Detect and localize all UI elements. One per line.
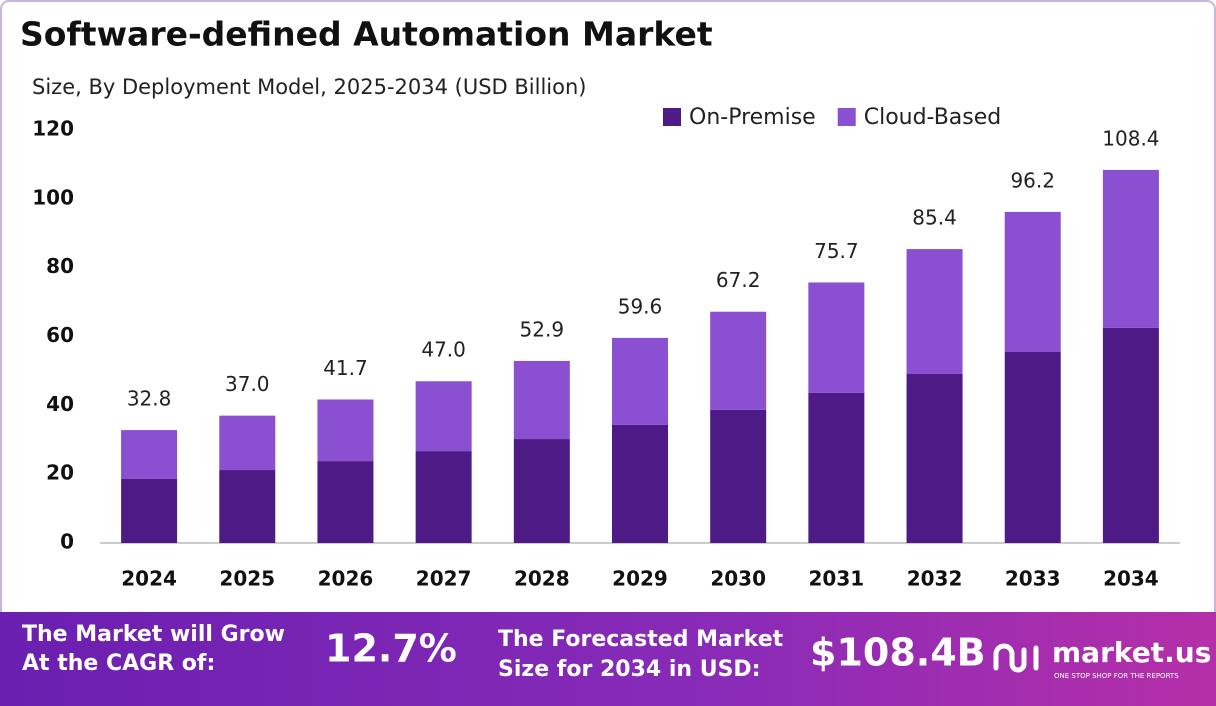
x-tick-label: 2034 — [1103, 567, 1159, 591]
x-tick-label: 2031 — [809, 567, 865, 591]
legend-swatch — [663, 108, 681, 126]
x-tick-label: 2033 — [1005, 567, 1061, 591]
bar-segment — [121, 478, 178, 543]
forecast-text: The Forecasted Market — [498, 627, 784, 652]
legend-swatch — [837, 108, 856, 126]
bar-segment — [808, 282, 865, 393]
total-label: 59.6 — [618, 294, 663, 318]
bar-segment — [710, 409, 767, 543]
bar-segment — [710, 311, 767, 410]
legend: On-Premise Cloud-Based — [663, 105, 1001, 130]
bar-segment — [612, 337, 668, 425]
bar-segment — [415, 451, 472, 543]
x-tick-label: 2028 — [514, 567, 570, 591]
x-tick-label: 2026 — [318, 567, 374, 591]
x-tick-label: 2024 — [121, 567, 177, 591]
y-tick-label: 80 — [46, 254, 74, 278]
bar-segment — [808, 392, 865, 543]
total-label: 37.0 — [225, 372, 270, 396]
total-label: 67.2 — [716, 268, 761, 292]
cagr-value: 12.7% — [325, 627, 457, 671]
cagr-text: The Market will Grow — [22, 622, 285, 647]
bar-segment — [513, 439, 570, 543]
y-tick-label: 120 — [32, 117, 74, 141]
y-tick-label: 100 — [32, 185, 74, 209]
cagr-text: At the CAGR of: — [22, 651, 215, 676]
x-tick-label: 2032 — [907, 567, 963, 591]
total-label: 108.4 — [1102, 126, 1159, 150]
x-tick-label: 2025 — [219, 567, 275, 591]
chart-title: Software-defined Automation Market — [20, 15, 713, 54]
forecast-value: $108.4B — [810, 631, 986, 675]
x-tick-label: 2030 — [710, 567, 766, 591]
bar-segment — [513, 360, 570, 440]
chart-subtitle: Size, By Deployment Model, 2025-2034 (US… — [32, 75, 586, 99]
total-label: 47.0 — [421, 338, 466, 362]
bar-segment — [219, 415, 276, 471]
bar-segment — [1004, 351, 1061, 543]
legend-label: Cloud-Based — [864, 105, 1002, 130]
bar-segment — [1102, 327, 1159, 543]
y-tick-label: 40 — [46, 392, 74, 416]
bar-segment — [906, 249, 963, 375]
plot: 0 20 40 60 80 100 120 32.8 2024 37.0 2025 41.7 2026 4… — [32, 117, 1180, 591]
bar-segment — [415, 381, 472, 452]
x-tick-label: 2027 — [416, 567, 472, 591]
total-label: 32.8 — [127, 387, 172, 411]
total-label: 85.4 — [912, 206, 957, 230]
y-tick-label: 20 — [46, 461, 74, 485]
bar-segment — [317, 399, 374, 462]
bar-segment — [121, 430, 178, 479]
total-label: 41.7 — [323, 356, 368, 380]
total-label: 96.2 — [1010, 168, 1055, 192]
total-label: 75.7 — [814, 239, 859, 263]
brand-name: market.us — [1052, 636, 1211, 669]
x-tick-label: 2029 — [612, 567, 668, 591]
bar-segment — [219, 470, 276, 543]
total-label: 52.9 — [520, 317, 565, 341]
forecast-text: Size for 2034 in USD: — [498, 657, 761, 682]
bar-segment — [1004, 211, 1061, 352]
bar-segment — [1102, 169, 1159, 328]
y-tick-label: 0 — [60, 530, 74, 554]
y-tick-label: 60 — [46, 323, 74, 347]
bar-segment — [612, 424, 668, 543]
bar-segment — [906, 374, 963, 543]
legend-label: On-Premise — [689, 105, 816, 130]
brand-tagline: ONE STOP SHOP FOR THE REPORTS — [1054, 672, 1179, 680]
brand-logo — [993, 643, 1039, 673]
bar-segment — [317, 461, 374, 543]
